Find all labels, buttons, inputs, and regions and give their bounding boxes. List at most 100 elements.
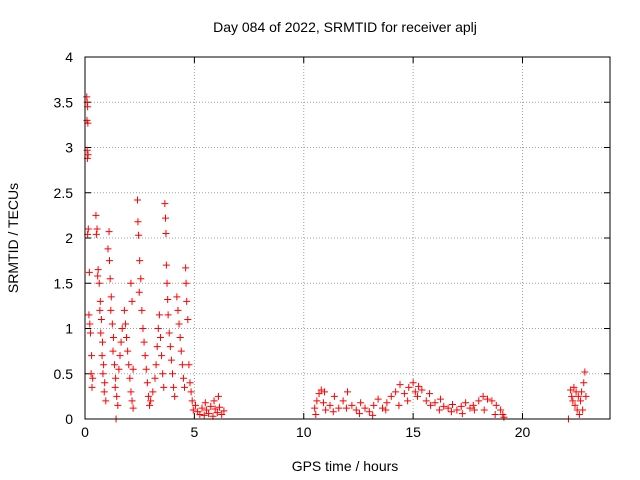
data-point bbox=[144, 392, 152, 400]
data-point bbox=[383, 399, 391, 407]
data-point bbox=[361, 404, 369, 412]
data-point bbox=[84, 119, 92, 127]
data-point bbox=[312, 410, 320, 418]
x-tick-label: 15 bbox=[405, 424, 421, 440]
y-tick-label: 3.5 bbox=[54, 94, 74, 110]
data-point bbox=[93, 225, 101, 233]
data-point bbox=[578, 388, 586, 396]
data-point bbox=[335, 404, 343, 412]
data-point bbox=[395, 401, 403, 409]
data-point bbox=[200, 411, 208, 419]
data-point bbox=[98, 352, 106, 360]
data-point bbox=[154, 325, 162, 332]
data-point bbox=[182, 279, 190, 287]
y-tick-label: 4 bbox=[65, 49, 73, 65]
data-point bbox=[400, 390, 408, 398]
data-point bbox=[571, 401, 579, 409]
y-tick-label: 2 bbox=[65, 230, 73, 246]
grid bbox=[85, 57, 610, 419]
data-point bbox=[137, 275, 145, 283]
data-point bbox=[99, 338, 106, 346]
data-point bbox=[118, 325, 126, 332]
y-tick-label: 0.5 bbox=[54, 366, 74, 382]
data-point bbox=[344, 388, 351, 396]
data-point bbox=[170, 383, 178, 391]
data-point bbox=[108, 320, 116, 328]
data-point bbox=[177, 347, 185, 355]
x-axis-label: GPS time / hours bbox=[292, 458, 399, 474]
data-point bbox=[86, 329, 94, 337]
data-point bbox=[129, 404, 137, 412]
data-point bbox=[138, 306, 146, 314]
data-point bbox=[418, 386, 426, 394]
data-point bbox=[210, 397, 218, 405]
data-point bbox=[568, 392, 576, 400]
data-point bbox=[155, 311, 163, 319]
data-point bbox=[348, 401, 356, 409]
data-point bbox=[311, 404, 319, 412]
data-point bbox=[129, 365, 137, 373]
data-point bbox=[480, 406, 488, 414]
data-point bbox=[339, 397, 347, 405]
data-point bbox=[85, 311, 93, 319]
data-point bbox=[322, 406, 330, 414]
data-point bbox=[414, 392, 421, 400]
data-point bbox=[207, 402, 215, 410]
plot-frame bbox=[84, 56, 611, 420]
data-point bbox=[96, 306, 104, 314]
data-point bbox=[171, 392, 179, 400]
data-point bbox=[164, 311, 172, 319]
data-point bbox=[321, 388, 329, 396]
data-point bbox=[134, 218, 142, 226]
data-point bbox=[370, 401, 378, 409]
data-point bbox=[176, 334, 184, 342]
data-point bbox=[95, 279, 103, 287]
data-point bbox=[151, 374, 159, 382]
data-point bbox=[191, 401, 199, 409]
data-point bbox=[183, 297, 191, 305]
data-point bbox=[582, 392, 590, 400]
data-point bbox=[379, 404, 386, 412]
y-tick-label: 2.5 bbox=[54, 185, 74, 201]
data-point bbox=[319, 399, 327, 407]
data-point bbox=[97, 315, 105, 323]
data-point bbox=[491, 410, 499, 418]
data-point bbox=[97, 329, 105, 337]
data-point bbox=[484, 395, 491, 403]
data-point bbox=[574, 392, 582, 400]
data-point bbox=[580, 379, 588, 387]
data-point bbox=[326, 401, 334, 409]
data-point bbox=[161, 200, 169, 208]
data-point bbox=[116, 352, 124, 360]
data-point bbox=[94, 266, 102, 274]
data-point bbox=[317, 386, 325, 394]
data-point bbox=[107, 293, 115, 301]
y-tick-label: 0 bbox=[65, 411, 73, 427]
data-point bbox=[479, 392, 487, 400]
data-point bbox=[569, 397, 577, 405]
data-point bbox=[188, 397, 196, 405]
data-point bbox=[356, 410, 364, 418]
data-point bbox=[198, 404, 206, 412]
data-point bbox=[96, 297, 104, 305]
data-point bbox=[392, 388, 400, 396]
data-point bbox=[146, 401, 154, 409]
data-point bbox=[415, 382, 423, 390]
data-point bbox=[444, 404, 452, 412]
data-point bbox=[114, 401, 122, 409]
data-point bbox=[109, 347, 117, 355]
data-point bbox=[143, 379, 151, 387]
data-point bbox=[447, 408, 455, 416]
data-point bbox=[382, 406, 390, 414]
data-point bbox=[139, 325, 147, 332]
data-point bbox=[111, 361, 119, 369]
data-points bbox=[83, 93, 590, 423]
data-point bbox=[158, 352, 166, 360]
data-point bbox=[426, 390, 434, 398]
data-point bbox=[315, 390, 323, 398]
y-tick-label: 1 bbox=[65, 321, 73, 337]
y-tick-label: 3 bbox=[65, 140, 73, 156]
data-point bbox=[182, 264, 190, 272]
x-tick-label: 20 bbox=[515, 424, 531, 440]
x-tick-label: 5 bbox=[190, 424, 198, 440]
